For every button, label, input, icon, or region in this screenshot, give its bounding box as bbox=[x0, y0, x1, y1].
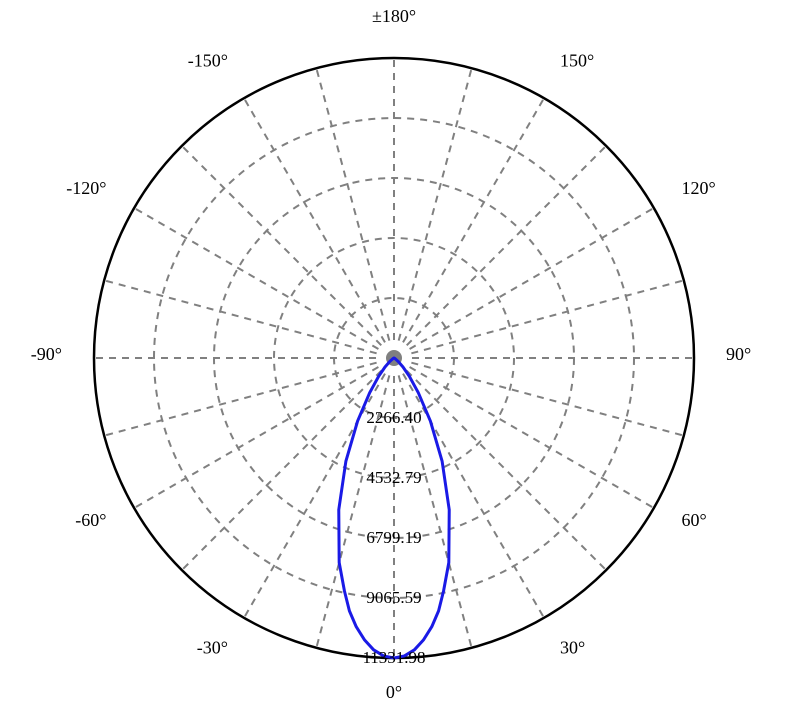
angle-label: -90° bbox=[31, 344, 62, 364]
angle-label: ±180° bbox=[372, 6, 416, 26]
angle-label: -120° bbox=[66, 178, 106, 198]
angle-label: 30° bbox=[560, 638, 585, 658]
angle-label: 150° bbox=[560, 50, 594, 70]
angle-label: 0° bbox=[386, 682, 402, 702]
angle-label: -60° bbox=[75, 510, 106, 530]
ring-label: 6799.19 bbox=[366, 528, 421, 547]
ring-label: 2266.40 bbox=[366, 408, 421, 427]
ring-label: 11331.98 bbox=[362, 648, 425, 667]
polar-chart: 2266.40 4532.79 6799.19 9065.59 11331.98 ±180… bbox=[0, 0, 788, 717]
angle-label: 90° bbox=[726, 344, 751, 364]
angle-label: 120° bbox=[682, 178, 716, 198]
ring-label: 4532.79 bbox=[366, 468, 421, 487]
angle-label: -30° bbox=[197, 638, 228, 658]
angle-label: -150° bbox=[188, 50, 228, 70]
angle-label: 60° bbox=[682, 510, 707, 530]
polar-chart-svg: 2266.40 4532.79 6799.19 9065.59 11331.98 ±180… bbox=[0, 0, 788, 717]
ring-label: 9065.59 bbox=[366, 588, 421, 607]
